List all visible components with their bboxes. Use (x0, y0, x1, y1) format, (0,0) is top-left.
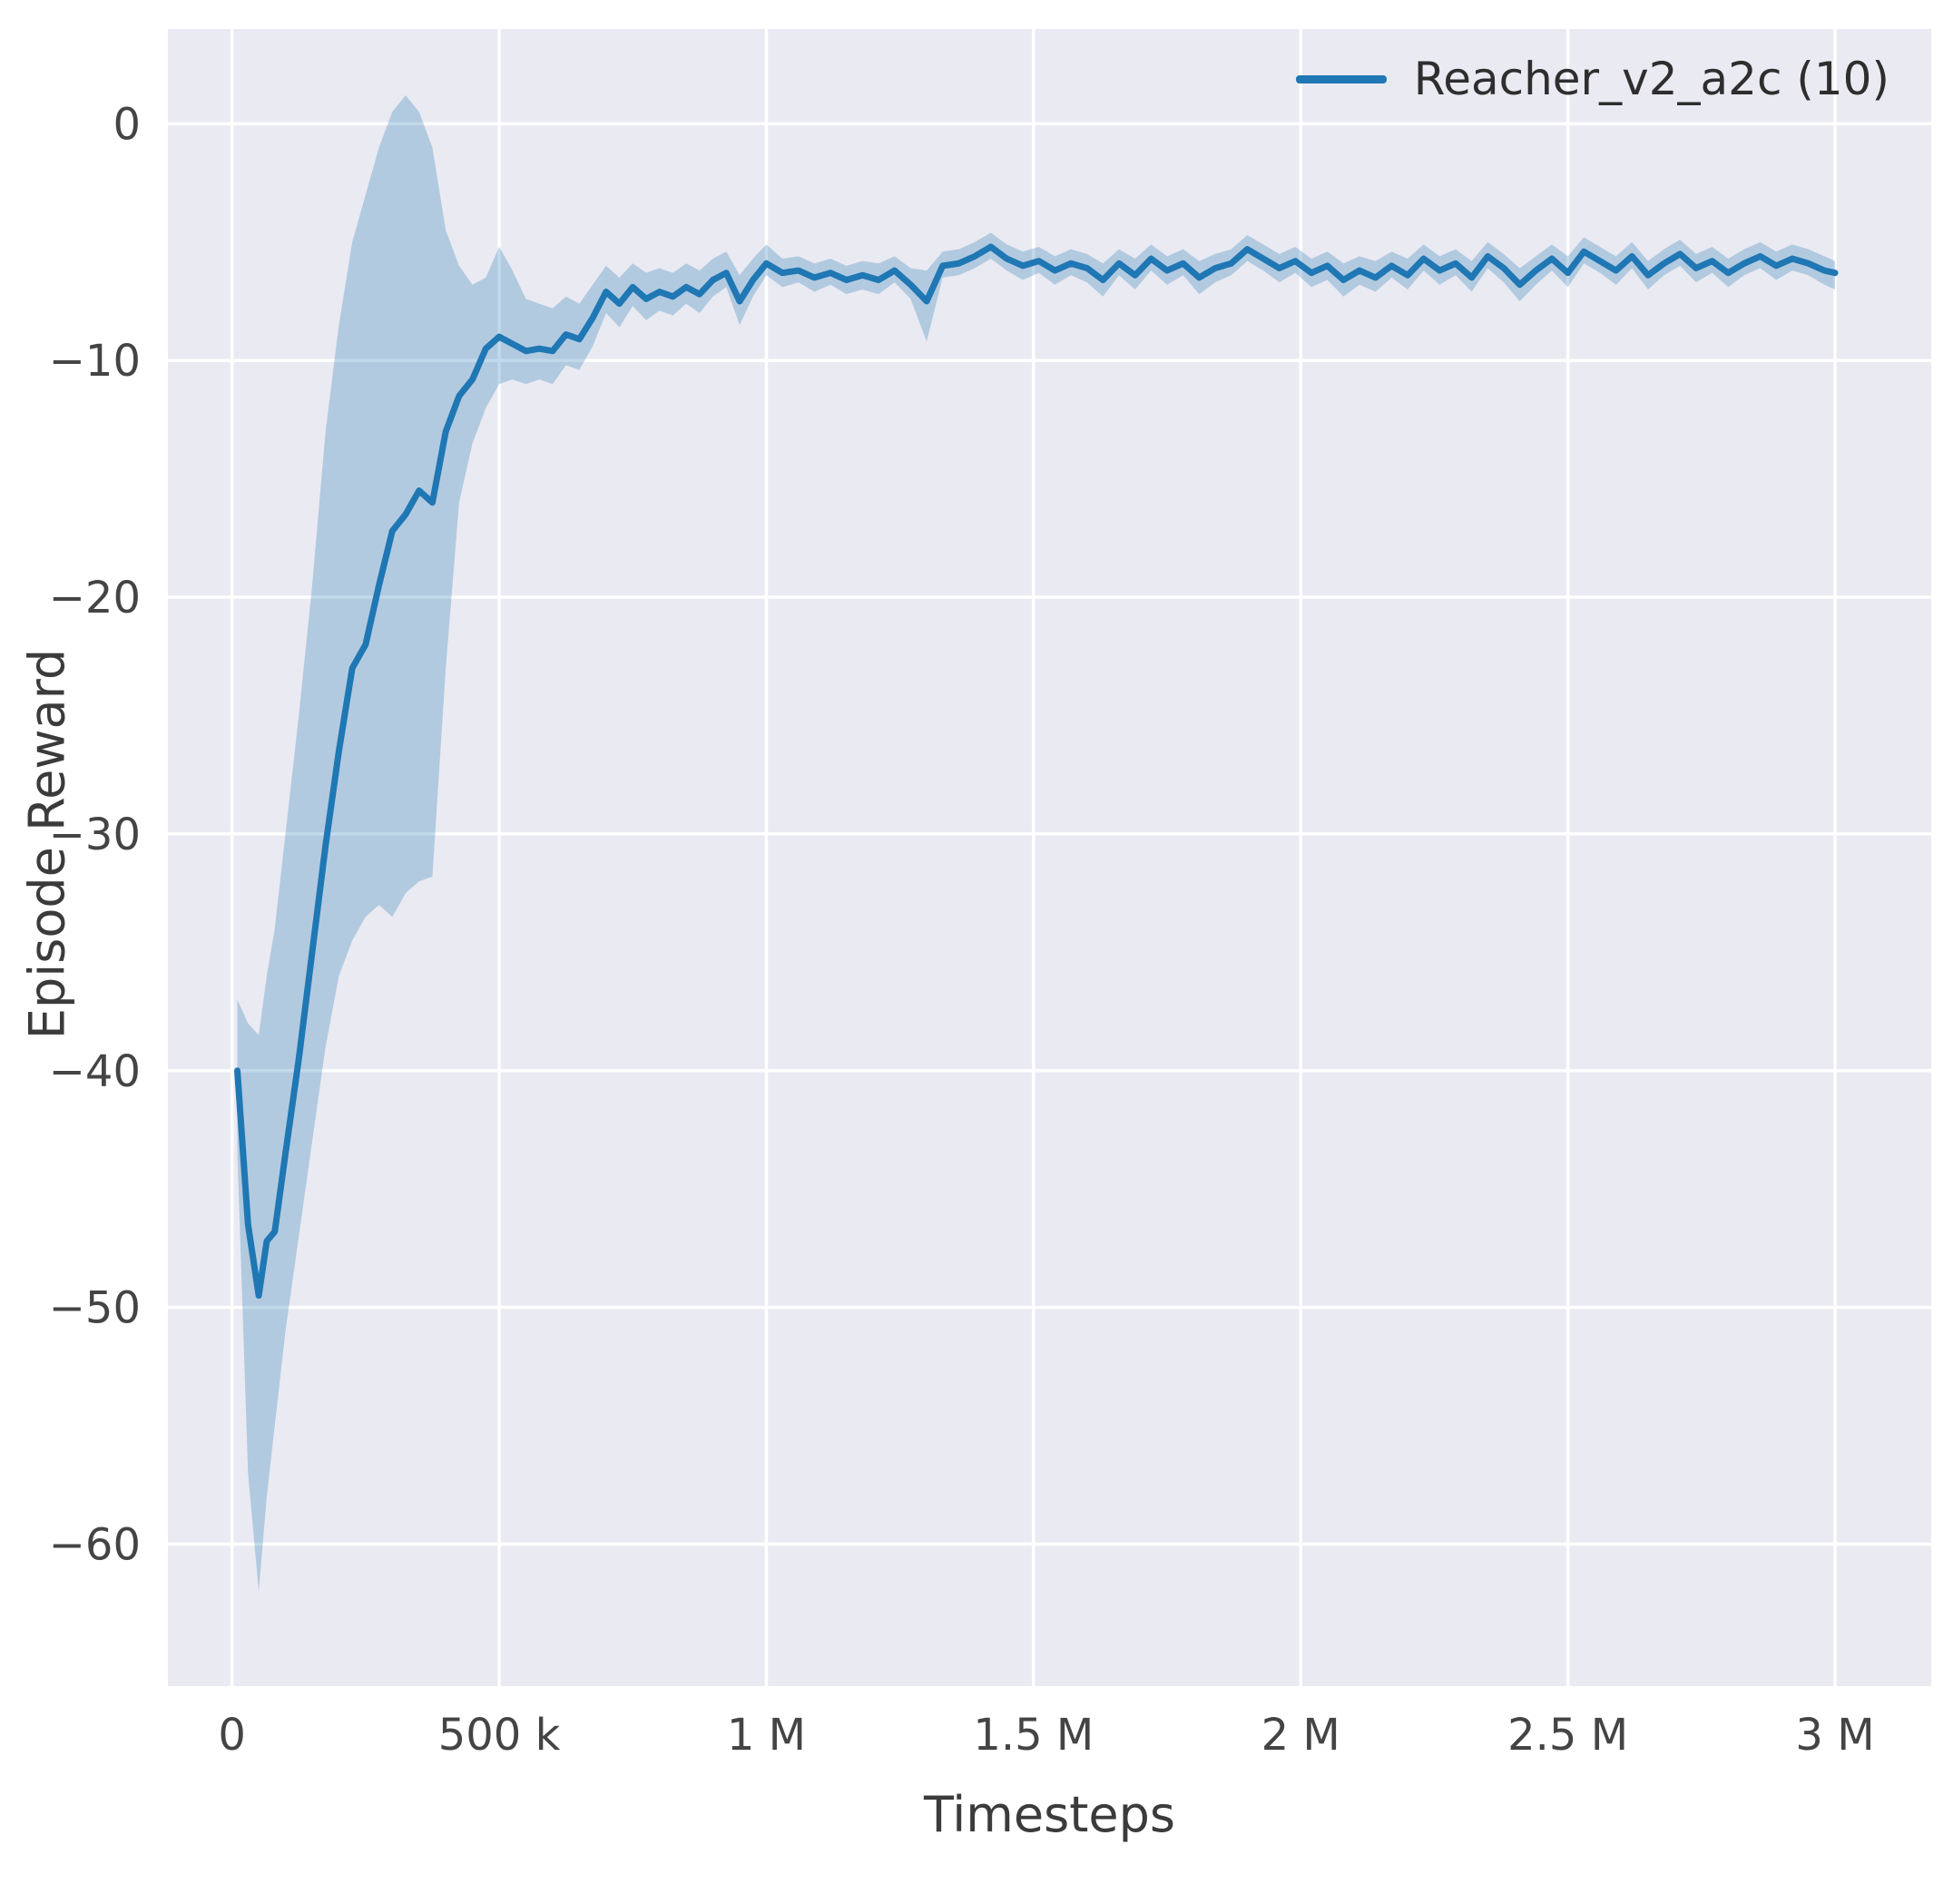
y-tick-label: −60 (49, 1519, 141, 1570)
y-tick-label: −20 (49, 573, 141, 623)
confidence-band (237, 95, 1836, 1592)
x-tick-label: 2.5 M (1507, 1710, 1628, 1761)
x-tick-label: 2 M (1261, 1710, 1340, 1761)
y-tick-labels: 0 −10 −20 −30 −40 −50 −60 (49, 99, 141, 1570)
legend-label: Reacher_v2_a2c (10) (1413, 53, 1889, 105)
legend: Reacher_v2_a2c (10) (1295, 53, 1889, 105)
y-axis-label: Episode Reward (18, 648, 76, 1040)
plot-area (168, 29, 1931, 1686)
x-tick-label: 1 M (727, 1710, 806, 1761)
y-tick-label: −30 (49, 810, 141, 860)
y-tick-label: −10 (49, 336, 141, 387)
x-tick-labels: 0 500 k 1 M 1.5 M 2 M 2.5 M 3 M (218, 1710, 1874, 1761)
y-tick-label: 0 (113, 99, 141, 150)
legend-line-swatch (1295, 74, 1387, 83)
gridlines (168, 29, 1931, 1686)
x-tick-label: 3 M (1795, 1710, 1874, 1761)
x-tick-label: 500 k (438, 1710, 561, 1761)
x-tick-label: 1.5 M (973, 1710, 1094, 1761)
y-tick-label: −50 (49, 1283, 141, 1334)
x-tick-label: 0 (218, 1710, 246, 1761)
reward-line (234, 243, 1839, 1300)
y-tick-label: −40 (49, 1046, 141, 1097)
x-axis-label: Timesteps (923, 1786, 1176, 1843)
